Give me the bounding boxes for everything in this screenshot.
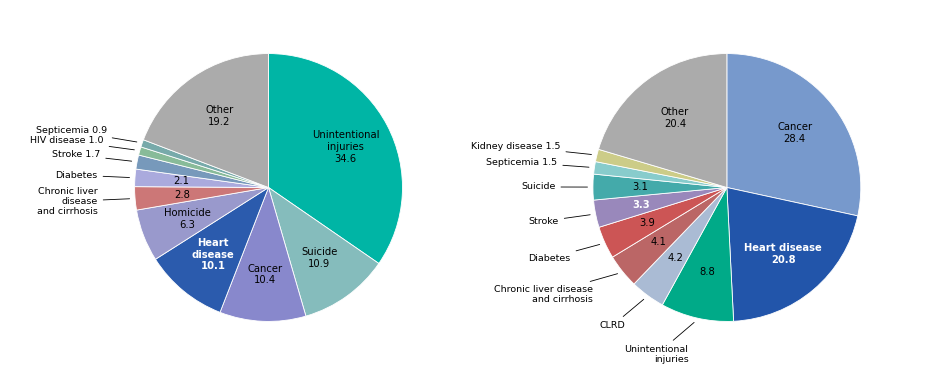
Wedge shape bbox=[662, 188, 733, 321]
Wedge shape bbox=[136, 155, 268, 188]
Wedge shape bbox=[726, 54, 860, 216]
Text: Septicemia 1.5: Septicemia 1.5 bbox=[485, 158, 588, 167]
Wedge shape bbox=[726, 188, 857, 321]
Text: Homicide
6.3: Homicide 6.3 bbox=[163, 208, 211, 230]
Text: Other
19.2: Other 19.2 bbox=[205, 105, 233, 127]
Wedge shape bbox=[220, 188, 306, 321]
Text: Suicide
10.9: Suicide 10.9 bbox=[301, 247, 337, 269]
Text: Stroke 1.7: Stroke 1.7 bbox=[52, 150, 131, 161]
Text: Heart disease
20.8: Heart disease 20.8 bbox=[744, 243, 821, 265]
Text: Cancer
10.4: Cancer 10.4 bbox=[247, 264, 282, 285]
Text: 4.2: 4.2 bbox=[666, 253, 683, 262]
Wedge shape bbox=[633, 188, 726, 305]
Wedge shape bbox=[598, 54, 726, 188]
Wedge shape bbox=[134, 169, 268, 188]
Text: Unintentional
injuries
34.6: Unintentional injuries 34.6 bbox=[312, 130, 379, 164]
Wedge shape bbox=[268, 54, 402, 264]
Text: Diabetes: Diabetes bbox=[56, 171, 129, 180]
Wedge shape bbox=[156, 188, 268, 312]
Text: Diabetes: Diabetes bbox=[528, 244, 599, 262]
Wedge shape bbox=[141, 140, 268, 188]
Text: Chronic liver
disease
and cirrhosis: Chronic liver disease and cirrhosis bbox=[37, 187, 129, 216]
Text: 3.9: 3.9 bbox=[639, 218, 655, 228]
Wedge shape bbox=[612, 188, 726, 284]
Wedge shape bbox=[134, 187, 268, 210]
Wedge shape bbox=[593, 162, 726, 188]
Text: Other
20.4: Other 20.4 bbox=[660, 107, 688, 129]
Text: Chronic liver disease
and cirrhosis: Chronic liver disease and cirrhosis bbox=[494, 274, 617, 304]
Text: Kidney disease 1.5: Kidney disease 1.5 bbox=[470, 142, 591, 154]
Wedge shape bbox=[592, 174, 726, 200]
Text: Cancer
28.4: Cancer 28.4 bbox=[776, 122, 811, 144]
Text: Unintentional
injuries: Unintentional injuries bbox=[624, 322, 694, 364]
Wedge shape bbox=[595, 149, 726, 188]
Text: CLRD: CLRD bbox=[598, 299, 643, 330]
Wedge shape bbox=[268, 188, 379, 316]
Text: HIV disease 1.0: HIV disease 1.0 bbox=[30, 136, 134, 150]
Wedge shape bbox=[136, 188, 268, 259]
Text: Suicide: Suicide bbox=[520, 183, 587, 192]
Text: 4.1: 4.1 bbox=[650, 237, 666, 247]
Text: 3.1: 3.1 bbox=[632, 182, 647, 192]
Text: 2.8: 2.8 bbox=[174, 190, 190, 200]
Wedge shape bbox=[139, 147, 268, 188]
Text: Stroke: Stroke bbox=[528, 215, 590, 226]
Text: 2.1: 2.1 bbox=[174, 176, 190, 186]
Text: Heart
disease
10.1: Heart disease 10.1 bbox=[192, 238, 234, 272]
Wedge shape bbox=[143, 54, 268, 188]
Wedge shape bbox=[593, 188, 726, 227]
Wedge shape bbox=[598, 188, 726, 257]
Text: 3.3: 3.3 bbox=[632, 200, 649, 210]
Text: Septicemia 0.9: Septicemia 0.9 bbox=[36, 126, 137, 142]
Text: 8.8: 8.8 bbox=[699, 267, 715, 278]
